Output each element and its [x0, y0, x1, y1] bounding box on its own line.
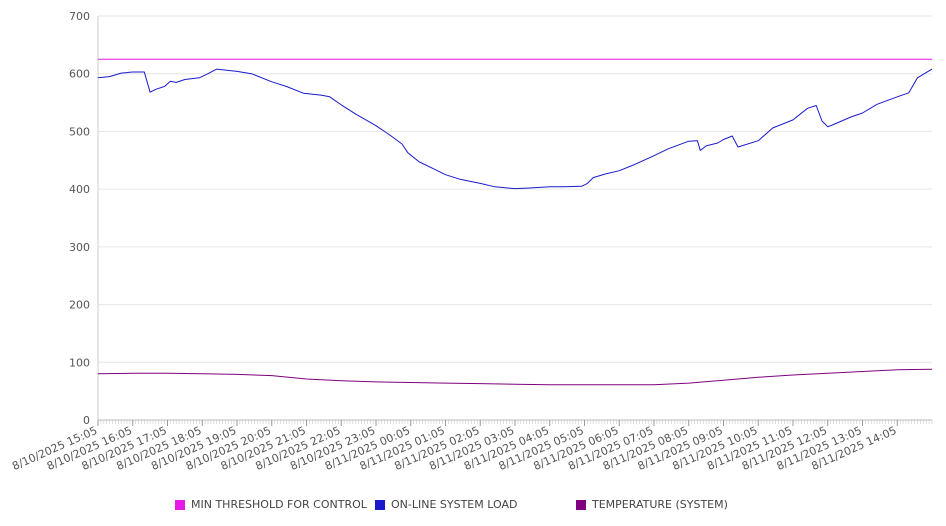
- legend-label: TEMPERATURE (SYSTEM): [592, 498, 728, 511]
- series-line-2: [97, 368, 933, 386]
- y-tick-label: 100: [69, 356, 90, 369]
- y-tick-label: 600: [69, 68, 90, 81]
- grid-lines: [98, 15, 932, 421]
- y-tick-label: 300: [69, 241, 90, 254]
- legend-label: ON-LINE SYSTEM LOAD: [391, 498, 518, 511]
- x-axis: 8/10/2025 15:058/10/2025 16:058/10/2025 …: [10, 419, 933, 473]
- y-tick-label: 200: [69, 299, 90, 312]
- y-tick-label: 0: [83, 414, 90, 427]
- legend-item[interactable]: MIN THRESHOLD FOR CONTROL: [175, 498, 367, 511]
- legend: MIN THRESHOLD FOR CONTROL ON-LINE SYSTEM …: [0, 498, 946, 516]
- legend-swatch: [375, 499, 385, 510]
- legend-label: MIN THRESHOLD FOR CONTROL: [191, 498, 367, 511]
- legend-swatch: [576, 499, 586, 510]
- series-line-1: [97, 68, 933, 190]
- y-axis: 0 100 200 300 400 500 600 700: [69, 10, 99, 427]
- legend-swatch: [175, 499, 185, 510]
- series-lines: [97, 58, 933, 386]
- y-tick-label: 400: [69, 183, 90, 196]
- y-tick-label: 500: [69, 125, 90, 138]
- legend-item[interactable]: ON-LINE SYSTEM LOAD: [375, 498, 517, 511]
- y-tick-label: 700: [69, 10, 90, 23]
- legend-item[interactable]: TEMPERATURE (SYSTEM): [576, 498, 728, 511]
